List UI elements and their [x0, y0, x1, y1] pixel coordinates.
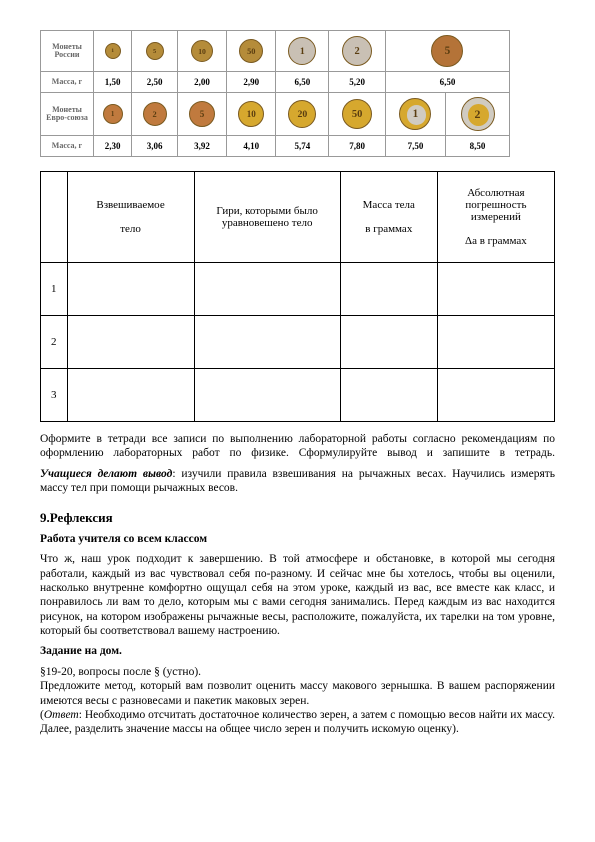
mass-eu-0: 2,30 — [94, 136, 132, 157]
mass-ru-4: 6,50 — [276, 72, 329, 93]
para-reflection: Что ж, наш урок подходит к завершению. В… — [40, 552, 555, 638]
mass-ru-3: 2,90 — [227, 72, 276, 93]
homework-2: Предложите метод, который вам позволит о… — [40, 679, 555, 708]
mass-ru-6: 6,50 — [385, 72, 509, 93]
mass-ru-2: 2,00 — [177, 72, 226, 93]
meas-h0 — [41, 172, 68, 263]
coin-eu-5: 50 — [329, 93, 386, 136]
coins-eu-label: Монеты Евро-союза — [41, 93, 94, 136]
conclusion-lead: Учащиеся делают вывод — [40, 468, 172, 480]
coin-eu-3: 10 — [227, 93, 276, 136]
coin-eu-4: 20 — [276, 93, 329, 136]
mass-eu-5: 7,80 — [329, 136, 386, 157]
mass-eu-7: 8,50 — [446, 136, 510, 157]
coin-eu-0: 1 — [94, 93, 132, 136]
mass-ru-5: 5,20 — [329, 72, 386, 93]
measurement-table: Взвешиваемоетело Гири, которыми было ура… — [40, 171, 555, 422]
mass-eu-2: 3,92 — [177, 136, 226, 157]
homework-1: §19-20, вопросы после § (устно). — [40, 665, 555, 679]
coin-eu-7: 2 — [446, 93, 510, 136]
table-row: 2 — [41, 316, 555, 369]
coin-ru-0: 1 — [94, 31, 132, 72]
mass-eu-1: 3,06 — [132, 136, 178, 157]
subheading: Работа учителя со всем классом — [40, 532, 555, 546]
para-conclusion: Учащиеся делают вывод: изучили правила в… — [40, 467, 555, 496]
coins-ru-mass-label: Масса, г — [41, 72, 94, 93]
section-heading: 9.Рефлексия — [40, 510, 555, 526]
meas-h3: Масса телав граммах — [340, 172, 437, 263]
meas-h2: Гири, которыми было уравновешено тело — [194, 172, 340, 263]
coins-ru-label: Монеты России — [41, 31, 94, 72]
mass-eu-6: 7,50 — [385, 136, 445, 157]
coins-table: Монеты России 1 5 10 50 1 2 5 Масса, г 1… — [40, 30, 510, 157]
para-instructions: Оформите в тетради все записи по выполне… — [40, 432, 555, 461]
mass-eu-4: 5,74 — [276, 136, 329, 157]
coin-ru-5: 2 — [329, 31, 386, 72]
mass-ru-0: 1,50 — [94, 72, 132, 93]
coin-ru-6: 5 — [385, 31, 509, 72]
coin-eu-6: 1 — [385, 93, 445, 136]
meas-h1: Взвешиваемоетело — [67, 172, 194, 263]
mass-eu-3: 4,10 — [227, 136, 276, 157]
table-row: 1 — [41, 263, 555, 316]
coin-ru-4: 1 — [276, 31, 329, 72]
coin-eu-2: 5 — [177, 93, 226, 136]
meas-h4: Абсолютная погрешность измеренийΔа в гра… — [437, 172, 554, 263]
homework-heading: Задание на дом. — [40, 644, 555, 658]
coins-eu-mass-label: Масса, г — [41, 136, 94, 157]
coin-ru-2: 10 — [177, 31, 226, 72]
mass-ru-1: 2,50 — [132, 72, 178, 93]
homework-3: (Ответ: Необходимо отсчитать достаточное… — [40, 708, 555, 737]
coin-ru-3: 50 — [227, 31, 276, 72]
coin-eu-1: 2 — [132, 93, 178, 136]
coin-ru-1: 5 — [132, 31, 178, 72]
table-row: 3 — [41, 369, 555, 422]
